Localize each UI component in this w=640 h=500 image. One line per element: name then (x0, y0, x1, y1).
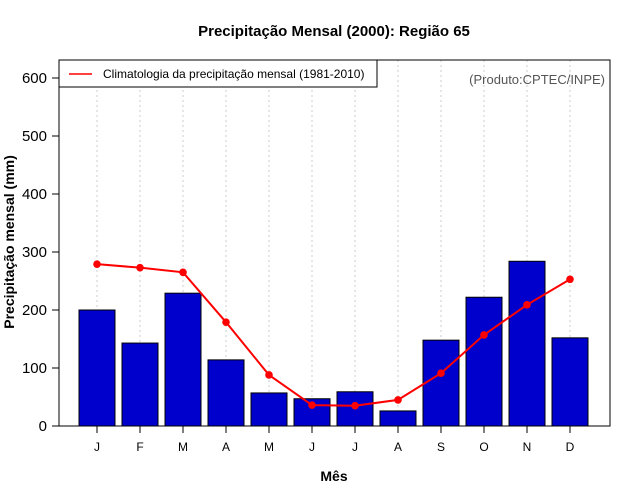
climatology-point-6 (351, 401, 359, 410)
x-tick-label: M (178, 440, 188, 454)
climatology-point-3 (222, 318, 230, 326)
bar-7 (379, 410, 417, 427)
x-tick-label: S (437, 440, 445, 454)
bar-11 (551, 337, 589, 427)
x-tick-label: N (523, 440, 532, 454)
bar-4 (250, 392, 288, 427)
climatology-line-series (93, 260, 574, 410)
x-tick-label: A (222, 440, 230, 454)
y-axis: 0 100 200 300 400 500 600 (22, 70, 59, 435)
y-tick-label: 300 (22, 244, 47, 261)
climatology-line (96, 263, 571, 407)
y-tick-label: 200 (22, 302, 47, 319)
bar-3 (207, 359, 245, 427)
chart-title: Precipitação Mensal (2000): Região 65 (198, 23, 470, 40)
x-tick-label: F (136, 440, 143, 454)
bar-0 (78, 309, 116, 427)
bar-2 (164, 292, 202, 427)
bar-10 (508, 260, 546, 427)
climatology-point-0 (93, 260, 101, 268)
bar-8 (422, 339, 460, 427)
x-tick-label: D (566, 440, 575, 454)
bar-1 (121, 342, 159, 427)
y-axis-label: Precipitação mensal (mm) (1, 155, 17, 329)
climatology-point-1 (136, 263, 144, 272)
climatology-point-9 (480, 331, 488, 339)
y-tick-label: 400 (22, 186, 47, 203)
x-tick-label: J (352, 440, 358, 454)
legend: Climatologia da precipitação mensal (198… (58, 59, 378, 88)
climatology-point-8 (437, 369, 445, 378)
x-tick-label: A (394, 440, 402, 454)
climatology-point-11 (566, 275, 574, 284)
x-tick-label: O (479, 440, 488, 454)
climatology-point-4 (265, 371, 273, 379)
x-tick-label: J (94, 440, 100, 454)
credit-annotation: (Produto:CPTEC/INPE) (469, 72, 605, 87)
climatology-point-5 (308, 401, 316, 409)
y-tick-label: 600 (22, 70, 47, 87)
y-tick-label: 0 (39, 418, 47, 435)
bar-series (78, 260, 589, 427)
legend-entry-climatology: Climatologia da precipitação mensal (198… (103, 67, 364, 81)
climatology-point-7 (394, 396, 402, 404)
bar-9 (465, 296, 503, 427)
climatology-point-10 (523, 300, 531, 309)
x-axis-label: Mês (320, 468, 347, 484)
climatology-point-2 (179, 268, 187, 277)
legend-box (58, 59, 378, 88)
y-tick-label: 100 (22, 360, 47, 377)
y-tick-label: 500 (22, 128, 47, 145)
x-tick-label: M (264, 440, 274, 454)
x-tick-label: J (309, 440, 315, 454)
